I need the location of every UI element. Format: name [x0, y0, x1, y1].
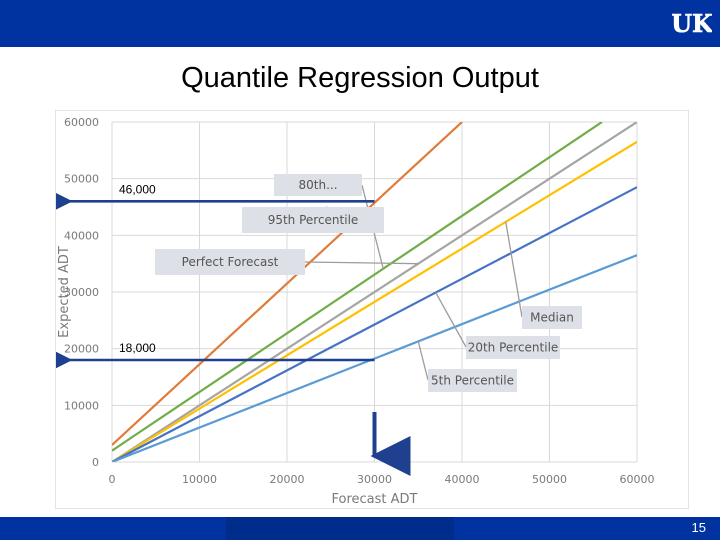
callout-leader-line [417, 341, 429, 381]
annotation-label: 46,000 [119, 182, 156, 196]
series-label: Median [530, 311, 574, 325]
callout-box [274, 174, 362, 196]
callout-box [522, 306, 582, 329]
page-number: 15 [691, 520, 706, 535]
y-tick-label: 20000 [64, 343, 99, 356]
bottom-bar-segment [226, 517, 454, 540]
y-axis-title: Expected ADT [57, 246, 72, 338]
series-line [112, 122, 463, 446]
slide-title: Quantile Regression Output [181, 62, 539, 94]
x-tick-label: 10000 [182, 473, 217, 486]
chart-frame: 0 10000 20000 30000 40000 50000 60000 0 10000 200… [55, 110, 689, 509]
callout-box [155, 249, 305, 275]
x-tick-label: 0 [109, 473, 116, 486]
top-bar: UK [0, 0, 720, 47]
callout-leader-line [435, 292, 467, 348]
quantile-chart: 0 10000 20000 30000 40000 50000 60000 0 10000 200… [56, 116, 655, 507]
series-line [112, 140, 637, 462]
annotation-label: 18,000 [119, 341, 156, 355]
x-tick-label: 30000 [357, 473, 392, 486]
x-tick-label: 60000 [620, 473, 655, 486]
series-line [112, 254, 637, 462]
series-label: 80th... [298, 178, 337, 192]
x-tick-label: 50000 [532, 473, 567, 486]
series-label: 95th Percentile [268, 213, 359, 227]
y-tick-label: 30000 [64, 286, 99, 299]
y-tick-label: 40000 [64, 229, 99, 242]
callout-leader-line [505, 221, 523, 318]
callout-box [428, 369, 517, 392]
series-line [112, 186, 637, 462]
series-label: Perfect Forecast [182, 255, 279, 269]
series-label: 20th Percentile [468, 341, 559, 355]
logo-text: UK [672, 9, 712, 38]
y-tick-label: 50000 [64, 173, 99, 186]
callout-box [466, 336, 560, 359]
x-tick-label: 20000 [270, 473, 305, 486]
y-tick-label: 60000 [64, 116, 99, 129]
y-tick-label: 10000 [64, 399, 99, 412]
series-label: 5th Percentile [431, 374, 514, 388]
callout-box [242, 207, 384, 233]
callout-leader-line [304, 261, 419, 265]
series-line [112, 122, 637, 462]
y-tick-label: 0 [92, 456, 99, 469]
x-tick-label: 40000 [445, 473, 480, 486]
series-line [112, 122, 603, 452]
x-axis-title: Forecast ADT [332, 492, 418, 507]
university-logo-icon: UK [672, 3, 712, 43]
